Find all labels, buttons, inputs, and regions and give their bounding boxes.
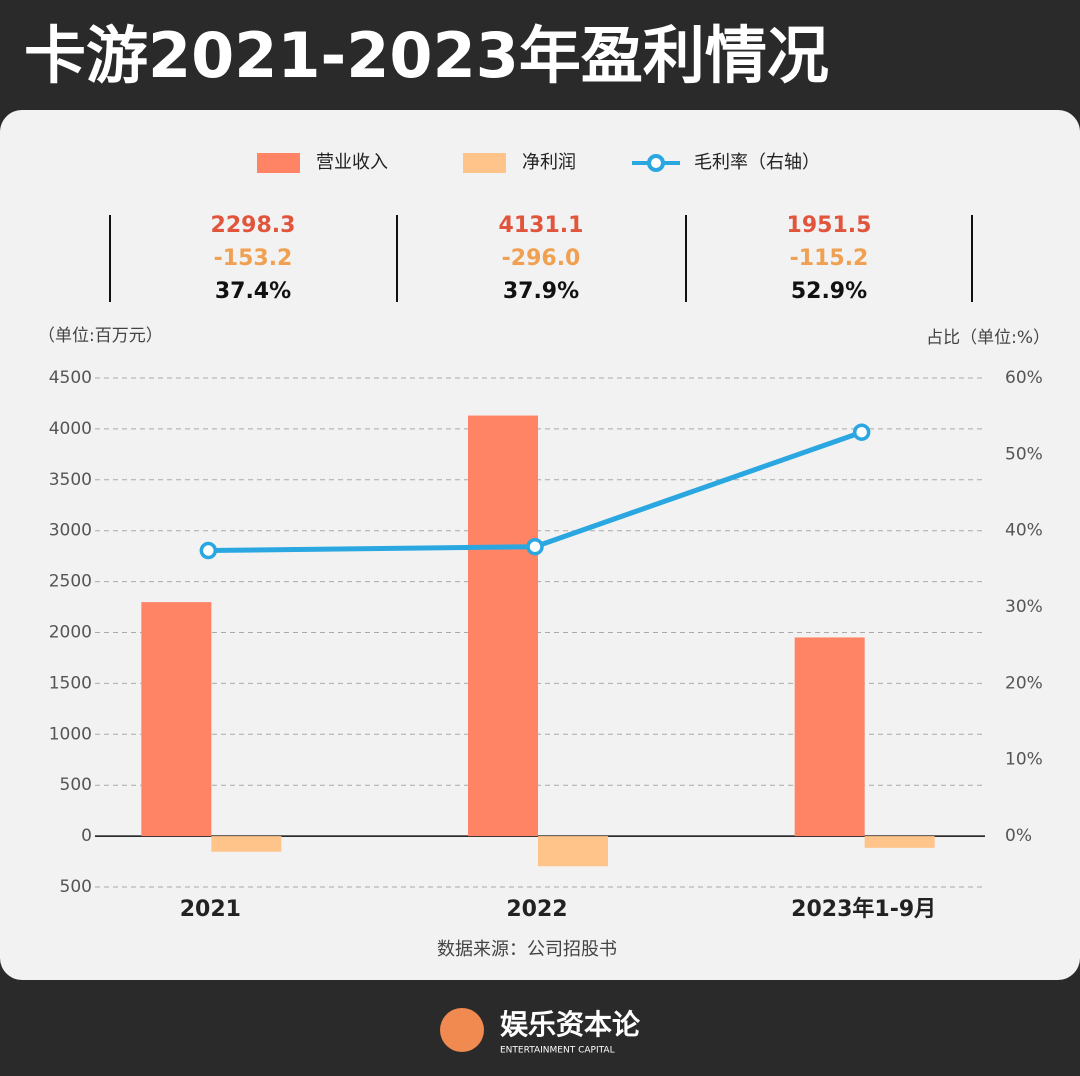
y-tick-label: 4000 — [49, 419, 92, 439]
y-tick-label: 500 — [60, 877, 92, 897]
logo-icon — [440, 1008, 484, 1052]
bar — [794, 637, 865, 837]
line-marker — [526, 537, 544, 556]
data-label: -296.0 — [502, 246, 581, 271]
x-tick-label: 2022 — [506, 897, 567, 922]
y-tick-label: 2500 — [49, 572, 92, 592]
source: 数据来源：公司招股书 — [437, 939, 617, 960]
bar — [468, 415, 538, 837]
legend-label: 营业收入 — [316, 152, 388, 173]
x-tick-label: 2021 — [180, 897, 241, 922]
y-tick-label: 1000 — [49, 724, 92, 744]
legend-marker — [647, 154, 665, 172]
data-label: 37.4% — [215, 279, 291, 304]
data-label: 2298.3 — [211, 213, 296, 238]
y2-tick-label: 60% — [1005, 368, 1043, 388]
line-marker — [852, 423, 871, 441]
line-marker — [199, 541, 218, 560]
y-tick-label: 2000 — [49, 623, 92, 643]
data-label: 4131.1 — [499, 213, 584, 238]
legend-swatch — [257, 153, 300, 173]
y-tick-label: 3500 — [49, 470, 92, 490]
legend-label: 净利润 — [522, 152, 576, 173]
y-tick-label: 3000 — [49, 521, 92, 541]
y2-tick-label: 20% — [1005, 673, 1043, 693]
footer-brand: 娱乐资本论 — [500, 1008, 641, 1041]
y2-axis-label: 占比（单位:%） — [926, 328, 1050, 348]
bar — [141, 602, 212, 837]
data-label: -153.2 — [214, 246, 293, 271]
data-label: 52.9% — [791, 279, 867, 304]
footer-brand-en: ENTERTAINMENT CAPITAL — [500, 1046, 615, 1056]
y-tick-label: 500 — [60, 775, 92, 795]
bar — [864, 836, 935, 848]
y2-tick-label: 30% — [1005, 597, 1043, 617]
bar — [538, 836, 608, 867]
data-label: 37.9% — [503, 279, 579, 304]
x-tick-label: 2023年1-9月 — [791, 896, 936, 922]
y-axis-label: （单位:百万元） — [38, 326, 163, 346]
y-tick-label: 4500 — [49, 368, 92, 388]
y2-tick-label: 50% — [1005, 444, 1043, 464]
y2-tick-label: 10% — [1005, 750, 1043, 770]
y-tick-label: 1500 — [49, 673, 92, 693]
legend-label: 毛利率（右轴） — [694, 152, 820, 173]
data-label: -115.2 — [790, 246, 869, 271]
y2-tick-label: 40% — [1005, 521, 1043, 541]
chart-title: 卡游2021-2023年盈利情况 — [24, 19, 829, 92]
legend-swatch — [463, 153, 506, 173]
y-tick-label: 0 — [81, 826, 92, 846]
data-label: 1951.5 — [787, 213, 872, 238]
y2-tick-label: 0% — [1005, 826, 1032, 846]
bar — [211, 836, 282, 852]
